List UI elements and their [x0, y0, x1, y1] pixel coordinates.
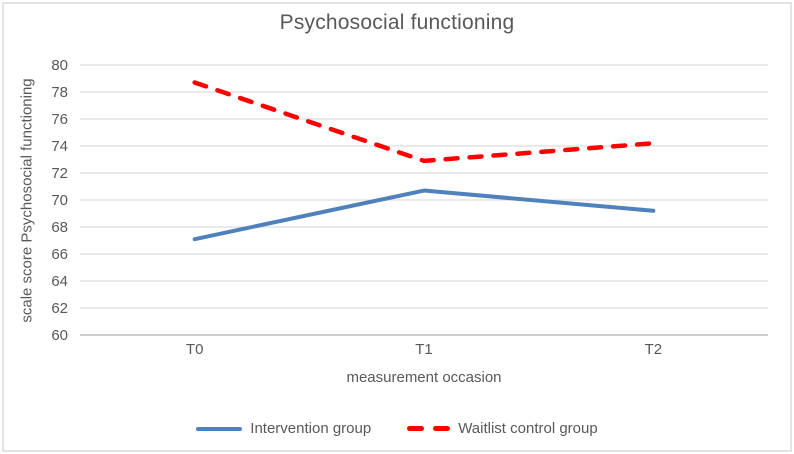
series-line-waitlist-control-group: [192, 80, 656, 164]
x-tick-label: T1: [415, 341, 433, 358]
y-tick-label: 72: [51, 165, 68, 182]
legend: Intervention group Waitlist control grou…: [0, 420, 794, 437]
x-tick-label: T2: [645, 341, 663, 358]
legend-dashed-line-swatch: [407, 426, 451, 431]
chart-title: Psychosocial functioning: [279, 11, 515, 34]
y-tick-label: 68: [51, 219, 68, 236]
y-axis-title-text: scale score Psychosocial functioning: [18, 77, 36, 323]
legend-item-intervention-group: Intervention group: [196, 420, 371, 437]
legend-label-intervention-group: Intervention group: [250, 420, 372, 437]
y-tick-label: 76: [51, 111, 68, 128]
y-tick-label: 64: [51, 273, 68, 290]
y-axis-title: scale score Psychosocial functioning: [16, 65, 38, 335]
x-tick-label: T0: [186, 341, 204, 358]
y-tick-label: 74: [51, 138, 68, 155]
y-tick-label: 80: [51, 57, 68, 74]
x-axis-title: measurement occasion: [346, 369, 502, 386]
y-tick-label: 70: [51, 192, 68, 209]
y-tick-label: 78: [51, 84, 68, 101]
y-tick-label: 62: [51, 300, 68, 317]
legend-solid-line-swatch: [196, 426, 243, 431]
legend-item-waitlist-control-group: Waitlist control group: [407, 420, 598, 437]
y-tick-label: 60: [51, 327, 68, 344]
legend-label-waitlist-control-group: Waitlist control group: [458, 420, 598, 437]
series-line-intervention-group: [192, 188, 656, 242]
y-tick-label: 66: [51, 246, 68, 263]
